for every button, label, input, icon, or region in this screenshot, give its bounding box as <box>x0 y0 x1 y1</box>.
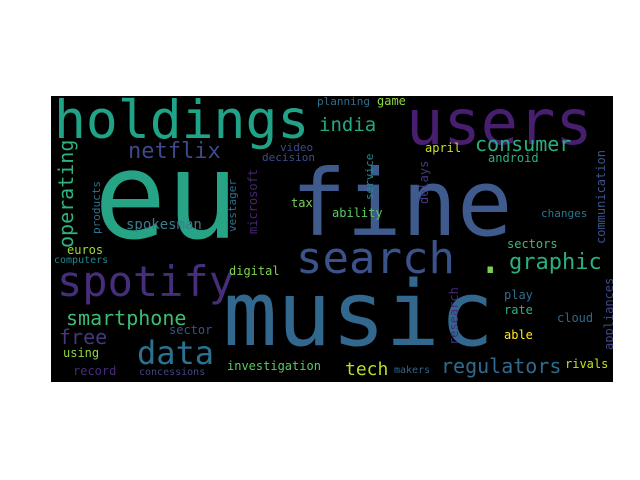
word-planning: planning <box>317 96 370 108</box>
word-sectors: sectors <box>507 237 558 251</box>
word-decision: decision <box>262 151 315 164</box>
word-search-dot: . <box>477 233 504 284</box>
word-regulators: regulators <box>441 354 562 378</box>
word-consumer: consumer <box>475 132 572 156</box>
word-fine: fine <box>291 150 513 257</box>
word-appliances: appliances <box>602 277 613 350</box>
word-communication: communication <box>594 150 608 244</box>
word-cloud: cloud <box>557 311 594 325</box>
word-microsoft: microsoft <box>246 168 260 234</box>
word-play: play <box>504 288 533 302</box>
word-changes: changes <box>541 207 588 220</box>
word-ability: ability <box>332 206 383 220</box>
word-music: music <box>223 262 494 367</box>
word-service: service <box>363 153 376 200</box>
word-concessions: concessions <box>139 367 206 378</box>
word-netflix: netflix <box>128 139 221 164</box>
word-computers: computers <box>54 255 109 266</box>
word-video: video <box>280 141 314 154</box>
word-cloud: eu fine music users holdings search . sp… <box>51 96 613 382</box>
word-euros: euros <box>67 243 104 257</box>
word-spotify: spotify <box>57 257 235 306</box>
word-india: india <box>319 114 377 136</box>
word-graphic: graphic <box>509 250 602 275</box>
word-april: april <box>425 141 462 155</box>
word-spokesman: spokesman <box>126 217 202 233</box>
word-data: data <box>137 334 215 372</box>
word-smartphone: smartphone <box>66 306 187 330</box>
word-vestager: vestager <box>226 179 239 232</box>
word-operating: operating <box>54 139 78 248</box>
word-free: free <box>59 325 108 349</box>
word-record: record <box>73 364 117 378</box>
word-game: game <box>377 96 406 108</box>
word-makers: makers <box>394 365 431 376</box>
word-search: search <box>296 233 455 284</box>
word-android: android <box>488 151 539 165</box>
word-research: research <box>447 287 461 345</box>
word-delays: delays <box>417 160 431 204</box>
word-products: products <box>90 181 103 234</box>
word-rate: rate <box>504 303 533 317</box>
word-able: able <box>504 328 533 342</box>
word-using: using <box>63 346 100 360</box>
word-eu: eu <box>94 128 239 267</box>
word-users: users <box>406 96 593 159</box>
word-tech: tech <box>345 359 389 380</box>
word-tax: tax <box>291 196 313 210</box>
word-rivals: rivals <box>565 357 609 371</box>
word-sector: sector <box>169 323 213 337</box>
word-digital: digital <box>229 264 280 278</box>
word-investigation: investigation <box>227 359 321 373</box>
word-holdings: holdings <box>54 96 310 151</box>
